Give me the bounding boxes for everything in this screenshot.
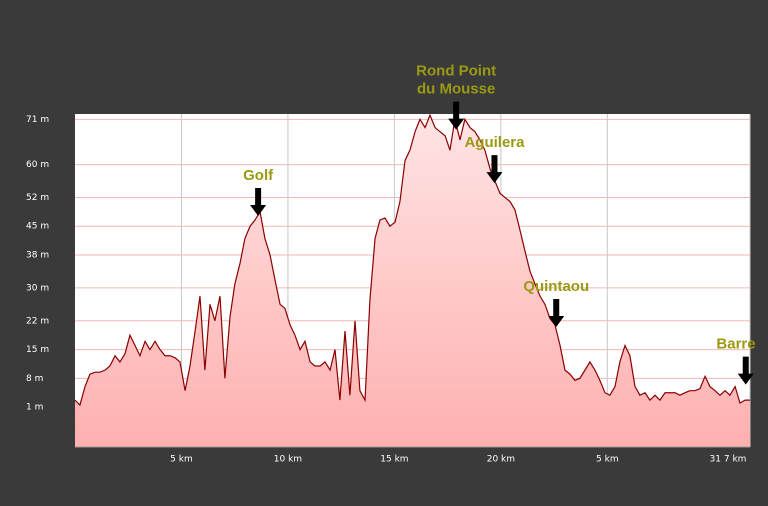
y-tick-label: 1 m: [26, 403, 43, 413]
annotation-label: Rond Point: [416, 63, 496, 80]
annotation-arrow: [250, 188, 267, 217]
x-tick-label: 15 km: [380, 455, 408, 465]
y-tick-label: 30 m: [26, 283, 49, 293]
x-tick-label: 20 km: [487, 455, 515, 465]
y-tick-label: 52 m: [26, 193, 49, 203]
annotation-label: du Mousse: [417, 81, 495, 98]
x-tick-label: 31 7 km: [710, 455, 747, 465]
annotation-label: Golf: [243, 167, 274, 184]
x-tick-label: 10 km: [274, 455, 302, 465]
annotation-arrow: [486, 155, 503, 184]
annotation-label: Quintaou: [523, 278, 589, 295]
y-tick-label: 22 m: [26, 316, 49, 326]
x-tick-label: 5 km: [596, 455, 619, 465]
y-tick-label: 45 m: [26, 222, 49, 232]
y-tick-label: 38 m: [26, 251, 49, 261]
annotation-arrow: [448, 101, 465, 130]
y-tick-label: 60 m: [26, 160, 49, 170]
y-tick-label: 15 m: [26, 345, 49, 355]
annotation-label: Barre: [716, 336, 755, 353]
annotation-label: Aguilera: [464, 134, 525, 151]
elevation-line: [74, 113, 750, 407]
elevation-area: [75, 115, 750, 447]
annotation-arrow: [548, 299, 565, 328]
annotation-arrow: [737, 356, 754, 385]
y-tick-label: 8 m: [26, 374, 43, 384]
y-tick-label: 71 m: [26, 115, 49, 125]
x-tick-label: 5 km: [170, 455, 193, 465]
